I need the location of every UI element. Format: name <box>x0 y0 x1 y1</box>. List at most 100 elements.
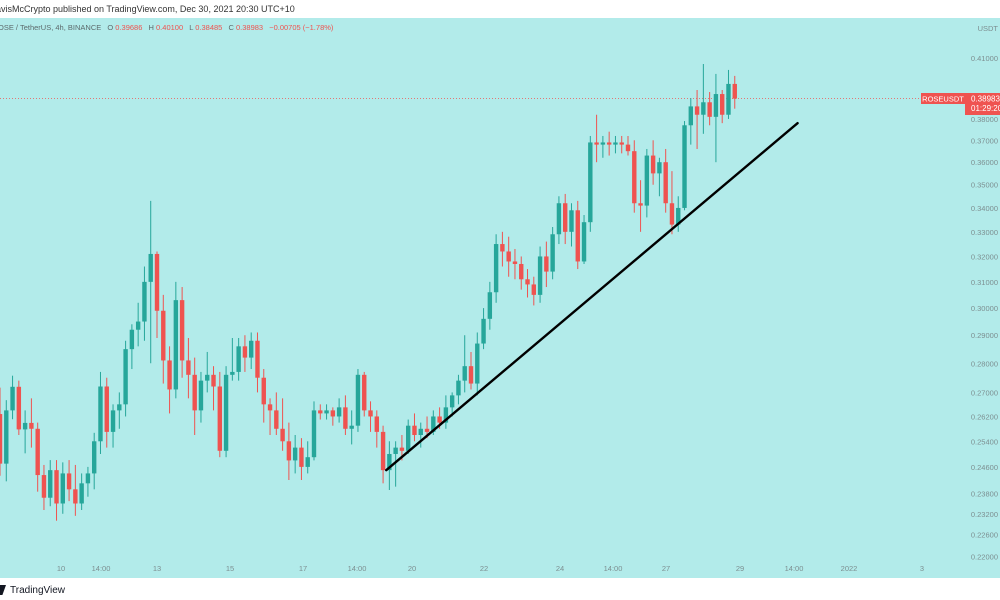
candle-117 <box>732 75 737 109</box>
price-tick-label-0: 0.41000 <box>971 54 998 63</box>
candle-body <box>443 407 449 423</box>
price-tick-label-13: 0.27000 <box>971 388 998 397</box>
candle-body <box>355 374 361 426</box>
candle-56 <box>349 410 354 445</box>
candle-body <box>544 256 549 272</box>
candle-body <box>330 410 336 417</box>
candle-15 <box>92 432 97 490</box>
price-tick-label-19: 0.22600 <box>971 531 998 540</box>
time-tick-label-14: 3 <box>920 564 924 573</box>
candle-60 <box>374 410 379 448</box>
candle-21 <box>129 324 135 370</box>
candle-98 <box>613 135 618 154</box>
candle-body <box>500 244 505 252</box>
candle-body <box>688 106 693 126</box>
time-axis[interactable]: 10 14:00 13 15 17 14:00 20 22 24 14:00 27 29 14:00 20… <box>57 564 924 573</box>
time-tick-label-7: 22 <box>480 564 488 573</box>
candle-106 <box>663 148 668 213</box>
candle-100 <box>625 135 631 156</box>
price-tag: ROSEUSDT 0.38983 01:29:20 <box>921 93 1000 116</box>
candle-87 <box>544 241 549 288</box>
legend-open-value: 0.39686 <box>115 23 142 32</box>
candle-body <box>726 83 731 115</box>
candle-body <box>324 410 329 414</box>
price-chart[interactable]: OSE / TetherUS, 4h, BINANCE O 0.39686 H … <box>0 18 1000 578</box>
candle-body <box>230 371 235 375</box>
candle-78 <box>487 281 493 330</box>
candle-body <box>563 203 568 232</box>
candle-body <box>280 428 285 442</box>
candle-body <box>336 407 342 417</box>
candle-body <box>676 207 681 225</box>
candle-3 <box>16 380 22 436</box>
candle-body <box>173 300 179 390</box>
candle-47 <box>292 435 298 474</box>
tag-price-bg <box>965 93 1000 116</box>
candle-body <box>343 407 348 429</box>
candle-body <box>475 343 480 384</box>
candle-32 <box>198 371 204 423</box>
candle-42 <box>261 369 266 423</box>
candle-body <box>362 374 367 411</box>
tradingview-logo[interactable]: TradingView <box>0 583 65 597</box>
candle-body <box>437 416 442 423</box>
candle-body <box>581 222 587 262</box>
tag-countdown: 01:29:20 <box>971 104 1000 113</box>
candle-41 <box>255 332 260 393</box>
candle-body <box>205 374 210 381</box>
candle-body <box>657 162 662 174</box>
candle-body <box>79 483 84 504</box>
candle-7 <box>41 464 47 510</box>
legend-symbol: OSE / TetherUS, 4h, BINANCE <box>0 23 101 32</box>
tradingview-logo-text: TradingView <box>10 584 66 596</box>
candle-body <box>148 253 153 282</box>
candle-body <box>418 428 423 436</box>
time-tick-label-13: 2022 <box>841 564 858 573</box>
candle-body <box>211 374 216 387</box>
candle-body <box>161 310 166 361</box>
time-tick-label-1: 14:00 <box>92 564 111 573</box>
price-tick-label-6: 0.34000 <box>971 204 998 213</box>
candle-81 <box>506 236 511 277</box>
candle-89 <box>556 196 562 245</box>
candle-body <box>531 284 536 295</box>
candle-82 <box>512 248 518 280</box>
time-tick-label-4: 17 <box>299 564 307 573</box>
candle-body <box>179 300 185 361</box>
candle-body <box>135 321 141 330</box>
time-tick-label-10: 27 <box>662 564 670 573</box>
candle-93 <box>581 215 587 264</box>
candle-body <box>117 404 122 411</box>
candle-body <box>48 470 53 498</box>
candle-14 <box>85 466 91 497</box>
candle-body <box>380 431 386 471</box>
candle-34 <box>211 366 216 411</box>
candle-body <box>198 380 204 411</box>
trendline[interactable] <box>385 121 799 472</box>
candle-16 <box>98 371 103 454</box>
candle-51 <box>318 404 323 420</box>
legend-low-label: L <box>189 23 193 32</box>
legend-high-value: 0.40100 <box>156 23 183 32</box>
candle-9 <box>54 460 59 521</box>
candle-50 <box>311 401 317 461</box>
legend-close-value: 0.38983 <box>236 23 263 32</box>
candle-24 <box>148 200 153 364</box>
candle-body <box>537 256 543 295</box>
candle-43 <box>267 398 273 436</box>
candle-body <box>374 416 379 432</box>
candle-54 <box>336 398 342 423</box>
candle-96 <box>600 135 606 158</box>
legend-low-value: 0.38485 <box>195 23 222 32</box>
price-tick-label-2: 0.38000 <box>971 115 998 124</box>
candle-116 <box>726 69 731 119</box>
candle-105 <box>657 157 662 197</box>
candle-6 <box>35 422 40 492</box>
candle-body <box>393 447 398 454</box>
price-axis[interactable]: 0.410000.390000.380000.370000.360000.350… <box>971 54 998 561</box>
candle-53 <box>330 407 336 426</box>
price-tick-label-9: 0.31000 <box>971 278 998 287</box>
candle-17 <box>104 377 109 448</box>
candle-10 <box>60 462 65 514</box>
candle-59 <box>368 401 373 432</box>
